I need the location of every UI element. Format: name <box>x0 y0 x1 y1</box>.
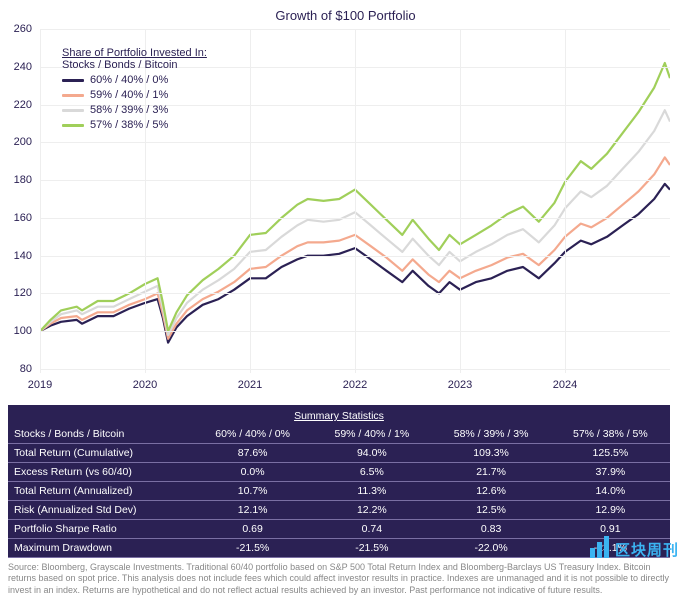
legend-swatch <box>62 109 84 112</box>
table-cell: 37.9% <box>551 463 670 482</box>
table-title: Summary Statistics <box>8 405 670 425</box>
table-cell-label: Portfolio Sharpe Ratio <box>8 520 193 539</box>
legend-label: 57% / 38% / 5% <box>90 119 168 131</box>
table-cell: 12.1% <box>193 501 312 520</box>
table-cell: 12.5% <box>431 501 550 520</box>
legend-swatch <box>62 124 84 127</box>
y-tick-label: 140 <box>14 250 32 262</box>
table-cell: -21.5% <box>312 539 431 558</box>
table-cell: 109.3% <box>431 444 550 463</box>
table-cell: 6.5% <box>312 463 431 482</box>
table-row: Total Return (Cumulative)87.6%94.0%109.3… <box>8 444 670 463</box>
table-cell: 87.6% <box>193 444 312 463</box>
y-tick-label: 120 <box>14 287 32 299</box>
y-tick-label: 160 <box>14 212 32 224</box>
x-tick-label: 2021 <box>238 379 262 391</box>
legend-label: 60% / 40% / 0% <box>90 74 168 86</box>
table-cell: 94.0% <box>312 444 431 463</box>
legend-label: 58% / 39% / 3% <box>90 104 168 116</box>
y-tick-label: 260 <box>14 23 32 35</box>
table-cell: 10.7% <box>193 482 312 501</box>
gridline-vertical <box>250 29 251 373</box>
legend-item: 59% / 40% / 1% <box>62 89 207 101</box>
legend-label: 59% / 40% / 1% <box>90 89 168 101</box>
table-header-cell: 60% / 40% / 0% <box>193 425 312 444</box>
table-header-cell: 57% / 38% / 5% <box>551 425 670 444</box>
y-tick-label: 80 <box>20 363 32 375</box>
table-title-row: Summary Statistics <box>8 405 670 425</box>
table-header-cell: Stocks / Bonds / Bitcoin <box>8 425 193 444</box>
y-tick-label: 180 <box>14 174 32 186</box>
legend: Share of Portfolio Invested In: Stocks /… <box>62 47 207 131</box>
x-tick-label: 2024 <box>553 379 577 391</box>
figure-container: Growth of $100 Portfolio 80 100 120 140 160 1… <box>0 0 691 596</box>
legend-item: 58% / 39% / 3% <box>62 104 207 116</box>
y-tick-label: 220 <box>14 99 32 111</box>
table-header-cell: 59% / 40% / 1% <box>312 425 431 444</box>
gridline-vertical <box>460 29 461 373</box>
chart-title: Growth of $100 Portfolio <box>0 0 691 25</box>
table-row: Maximum Drawdown-21.5%-21.5%-22.0%-23.1% <box>8 539 670 558</box>
x-tick-label: 2023 <box>448 379 472 391</box>
table-cell-label: Maximum Drawdown <box>8 539 193 558</box>
gridline-vertical <box>565 29 566 373</box>
y-tick-label: 100 <box>14 325 32 337</box>
table-cell: 0.83 <box>431 520 550 539</box>
x-tick-label: 2022 <box>343 379 367 391</box>
legend-swatch <box>62 94 84 97</box>
summary-statistics-table: Summary StatisticsStocks / Bonds / Bitco… <box>8 405 670 558</box>
table-body: Summary StatisticsStocks / Bonds / Bitco… <box>8 405 670 558</box>
legend-heading: Share of Portfolio Invested In: <box>62 47 207 59</box>
table-row: Total Return (Annualized)10.7%11.3%12.6%… <box>8 482 670 501</box>
table-cell: 0.69 <box>193 520 312 539</box>
table-cell-label: Total Return (Cumulative) <box>8 444 193 463</box>
table-cell: 12.6% <box>431 482 550 501</box>
chart-area: 80 100 120 140 160 180 200 220 240 260 2019 2020 20… <box>2 25 682 405</box>
table-cell: 12.9% <box>551 501 670 520</box>
legend-item: 57% / 38% / 5% <box>62 119 207 131</box>
table-cell: 21.7% <box>431 463 550 482</box>
table-cell: 14.0% <box>551 482 670 501</box>
legend-items: 60% / 40% / 0% 59% / 40% / 1% 58% / 39% / … <box>62 74 207 131</box>
footnote: Source: Bloomberg, Grayscale Investments… <box>8 562 670 596</box>
table-cell: 11.3% <box>312 482 431 501</box>
gridline-vertical <box>40 29 41 373</box>
table-cell: -23.1% <box>551 539 670 558</box>
table-row: Risk (Annualized Std Dev)12.1%12.2%12.5%… <box>8 501 670 520</box>
y-axis: 80 100 120 140 160 180 200 220 240 260 <box>2 25 36 385</box>
table-row: Portfolio Sharpe Ratio0.690.740.830.91 <box>8 520 670 539</box>
table-cell: -21.5% <box>193 539 312 558</box>
x-axis: 201920202021202220232024 <box>40 373 670 397</box>
x-tick-label: 2019 <box>28 379 52 391</box>
table-cell: 0.91 <box>551 520 670 539</box>
table-cell: 125.5% <box>551 444 670 463</box>
legend-subheading: Stocks / Bonds / Bitcoin <box>62 59 207 71</box>
table-cell: 0.0% <box>193 463 312 482</box>
table-row: Excess Return (vs 60/40)0.0%6.5%21.7%37.… <box>8 463 670 482</box>
gridline-vertical <box>355 29 356 373</box>
legend-swatch <box>62 79 84 82</box>
y-tick-label: 240 <box>14 61 32 73</box>
table-cell: -22.0% <box>431 539 550 558</box>
table-cell-label: Risk (Annualized Std Dev) <box>8 501 193 520</box>
table-cell-label: Total Return (Annualized) <box>8 482 193 501</box>
legend-item: 60% / 40% / 0% <box>62 74 207 86</box>
table-header-cell: 58% / 39% / 3% <box>431 425 550 444</box>
table-cell-label: Excess Return (vs 60/40) <box>8 463 193 482</box>
y-tick-label: 200 <box>14 136 32 148</box>
table-cell: 0.74 <box>312 520 431 539</box>
table-header-row: Stocks / Bonds / Bitcoin60% / 40% / 0%59… <box>8 425 670 444</box>
table-cell: 12.2% <box>312 501 431 520</box>
x-tick-label: 2020 <box>133 379 157 391</box>
